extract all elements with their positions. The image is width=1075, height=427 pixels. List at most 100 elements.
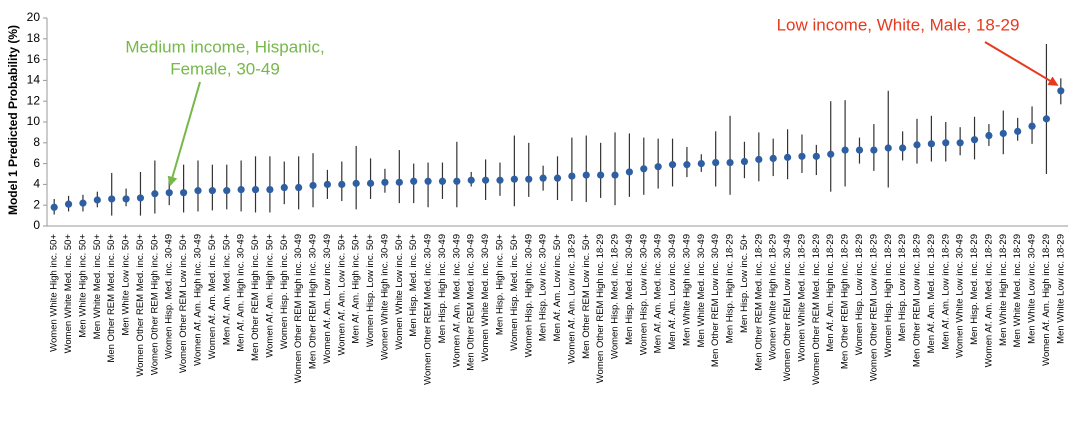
point (410, 177, 418, 185)
x-tick-label: Men Other REM Med. inc. 30-49 (466, 234, 477, 371)
point (108, 195, 116, 203)
y-tick-label: 20 (27, 10, 41, 24)
x-tick-label: Men Hisp. Low inc. 50+ (739, 234, 750, 333)
x-tick-label: Men Af. Am. Med. inc. 50+ (221, 234, 232, 346)
y-tick-label: 16 (27, 52, 41, 66)
point (553, 174, 562, 182)
point (208, 187, 216, 195)
point (50, 203, 58, 211)
x-tick-label: Women White High inc. 50+ (49, 234, 60, 352)
x-tick-label: Men Hisp. Low inc. 18-29 (897, 234, 908, 341)
x-tick-label: Men Hisp. High inc. 18-29 (725, 234, 736, 343)
point (180, 189, 188, 197)
x-tick-label: Women Other REM Med. inc. 30-49 (423, 234, 434, 385)
x-tick-label: Women Af. Am. Low inc. 30-49 (322, 234, 333, 364)
x-tick-label: Men Other REM Low inc. 18-29 (912, 234, 923, 367)
point (1057, 87, 1065, 95)
x-tick-label: Men Af. Am. Med. inc. 18-29 (926, 234, 937, 353)
point (956, 139, 964, 147)
point (640, 165, 648, 173)
point (899, 144, 907, 152)
x-tick-label: Men Hisp. Low inc. 30-49 (538, 234, 549, 341)
x-tick-label: Men Other REM Low inc. 50+ (581, 234, 592, 359)
point (625, 168, 634, 176)
x-tick-label: Women Af. Am. Low inc. 18-29 (566, 234, 577, 364)
point (985, 131, 993, 140)
y-tick-label: 8 (33, 135, 40, 149)
point (251, 186, 260, 194)
y-tick-label: 0 (33, 218, 40, 232)
y-tick-label: 6 (33, 156, 40, 170)
x-tick-label: Women Other REM Low inc. 30-49 (782, 234, 793, 381)
x-tick-label: Women Af. Am. Med. inc. 18-29 (983, 234, 994, 367)
point (812, 152, 820, 160)
x-tick-label: Women White Low inc. 30-49 (955, 234, 966, 358)
x-tick-label: Women White Med. inc. 18-29 (796, 234, 807, 362)
x-tick-label: Women Other REM Med. inc. 50+ (135, 234, 146, 377)
point (769, 154, 777, 162)
point (165, 189, 173, 197)
x-tick-label: Women Other REM Med. inc. 18-29 (811, 234, 822, 385)
point (424, 177, 432, 185)
x-tick-label: Women Af. Am. Med. inc. 30-49 (451, 234, 462, 367)
point (855, 146, 864, 154)
x-tick-label: Men Other REM Med. inc. 50+ (106, 234, 117, 363)
x-tick-label: Women Other REM Low inc. 18-29 (868, 234, 879, 381)
x-tick-label: Men White High inc. 18-29 (998, 234, 1009, 346)
point (136, 194, 145, 202)
x-tick-label: Men Other REM High inc. 18-29 (840, 234, 851, 369)
annotation: Low income, White, Male, 18-29 (777, 15, 1020, 34)
x-tick-label: Women White Med. inc. 30-49 (480, 234, 491, 362)
point (999, 129, 1007, 138)
point (697, 160, 705, 168)
annotation: Female, 30-49 (170, 59, 280, 78)
x-tick-label: Men Hisp. High inc. 50+ (494, 234, 505, 336)
x-tick-label: Men Af. Am. Low inc. 50+ (552, 234, 563, 342)
point (1014, 127, 1022, 135)
point (366, 179, 375, 187)
y-tick-label: 18 (27, 31, 41, 45)
x-tick-label: Men Other REM Med. inc. 18-29 (753, 234, 764, 371)
point (79, 199, 87, 207)
point (927, 140, 935, 148)
point (481, 176, 490, 184)
point (539, 174, 547, 182)
point (668, 161, 677, 169)
x-tick-label: Women Af. Am. Low inc. 50+ (336, 234, 347, 356)
y-tick-label: 12 (27, 93, 41, 107)
point (654, 163, 662, 171)
x-tick-label: Men White Low inc. 30-49 (1027, 234, 1038, 344)
x-tick-label: Women Hisp. High inc. 18-29 (883, 234, 894, 357)
point (64, 200, 73, 208)
point (338, 180, 346, 188)
x-tick-label: Women White Low inc. 50+ (394, 234, 405, 350)
x-tick-label: Men Hisp. Med. inc. 30-49 (624, 234, 635, 345)
x-tick-label: Women White Med. inc. 50+ (63, 234, 74, 354)
point (726, 158, 734, 167)
point (884, 144, 892, 152)
x-tick-label: Women Af. Am. High inc. 30-49 (193, 234, 204, 366)
point (683, 161, 691, 169)
point (223, 187, 231, 195)
x-tick-label: Men White Med. inc. 50+ (92, 234, 103, 340)
point (970, 136, 979, 144)
x-tick-label: Women Hisp. Med. inc. 30-49 (164, 234, 175, 359)
x-tick-label: Men Other REM High inc. 30-49 (308, 234, 319, 369)
x-tick-label: Men Other REM Low inc. 30-49 (710, 234, 721, 367)
y-tick-label: 10 (27, 114, 41, 128)
point (438, 177, 447, 185)
point (568, 172, 576, 180)
point (841, 146, 849, 154)
x-tick-label: Women Af. Am. High inc. 18-29 (1041, 234, 1052, 366)
point (712, 158, 720, 167)
y-tick-label: 2 (33, 197, 40, 211)
x-tick-label: Men Af. Am. Low inc. 30-49 (667, 234, 678, 350)
point (266, 186, 274, 194)
point (597, 171, 605, 179)
x-tick-label: Men White Low inc. 50+ (121, 234, 132, 336)
point (453, 177, 461, 185)
x-tick-label: Men White Low inc. 18-29 (1055, 234, 1066, 344)
x-tick-label: Women Hisp. Low inc. 50+ (365, 234, 376, 348)
annotation: Medium income, Hispanic, (125, 37, 324, 56)
